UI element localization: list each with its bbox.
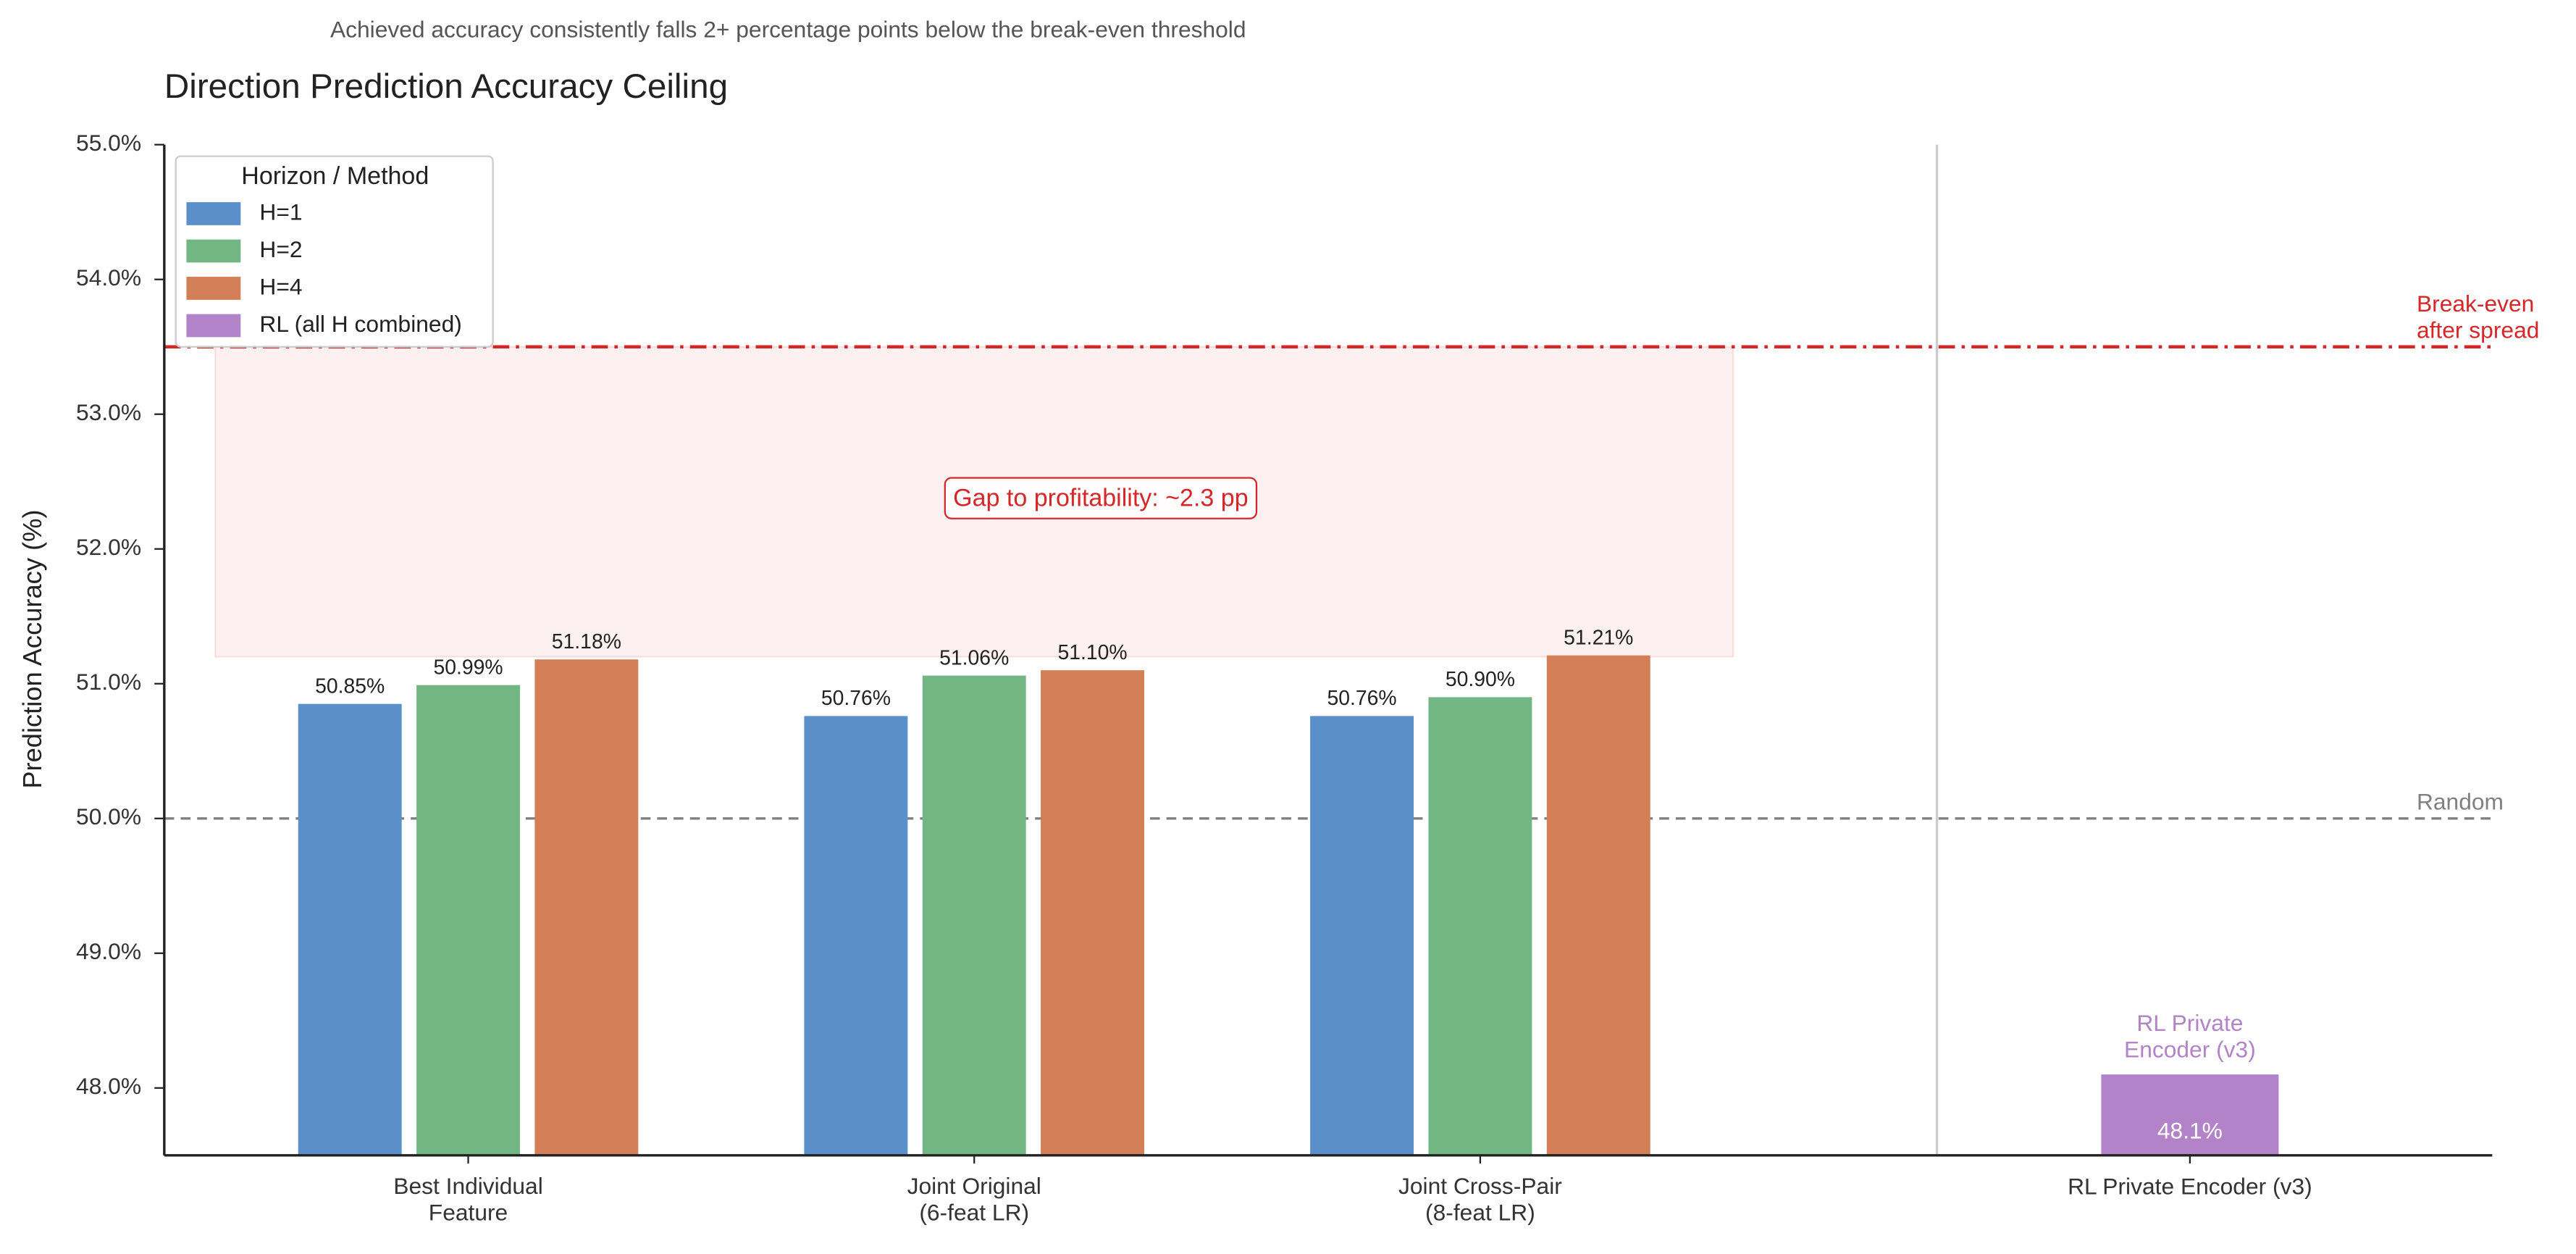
legend-swatch [186, 277, 241, 300]
legend-label: RL (all H combined) [259, 311, 461, 337]
value-label: 51.21% [1564, 626, 1633, 649]
bar [804, 716, 908, 1155]
value-label: 50.76% [821, 687, 891, 710]
value-label: 50.76% [1327, 687, 1397, 710]
gap-label-box [944, 477, 1258, 519]
bar [298, 703, 402, 1155]
bar [416, 685, 520, 1155]
chart-subtitle: Achieved accuracy consistently falls 2+ … [330, 17, 1246, 43]
x-tick-label: Best Individual Feature [393, 1174, 542, 1226]
bar [1428, 697, 1532, 1155]
y-tick-label: 50.0% [76, 803, 141, 829]
y-tick-label: 51.0% [76, 669, 141, 695]
y-tick-label: 53.0% [76, 399, 141, 425]
value-label: 50.99% [433, 656, 503, 679]
legend-label: H=4 [259, 273, 302, 299]
bar [1310, 716, 1414, 1155]
bar [2101, 1074, 2279, 1155]
y-tick-label: 52.0% [76, 534, 141, 560]
bar [1546, 655, 1650, 1155]
legend: Horizon / Method H=1 H=2 H=4 RL (all H combi… [175, 155, 494, 348]
bar [922, 675, 1026, 1155]
gap-label: Gap to profitability: ~2.3 pp [953, 485, 1249, 512]
y-tick-label: 48.0% [76, 1073, 141, 1099]
chart-title: Direction Prediction Accuracy Ceiling [164, 67, 728, 106]
legend-label: H=2 [259, 236, 302, 262]
legend-swatch [186, 239, 241, 263]
value-label: 51.10% [1057, 641, 1127, 664]
bar-annotation: RL Private Encoder (v3) [2124, 1010, 2256, 1063]
reference-label: Break-even after spread [2417, 290, 2539, 343]
bar [1041, 670, 1145, 1155]
x-tick-label: RL Private Encoder (v3) [2068, 1174, 2312, 1200]
y-axis-label: Prediction Accuracy (%) [17, 510, 47, 789]
legend-title: Horizon / Method [241, 162, 429, 190]
legend-swatch [186, 202, 241, 225]
value-label: 51.18% [552, 630, 621, 653]
legend-box [175, 155, 494, 348]
value-label: 48.1% [2157, 1117, 2223, 1143]
legend-swatch [186, 314, 241, 338]
y-tick-label: 55.0% [76, 130, 141, 156]
value-label: 50.85% [315, 674, 385, 698]
reference-label: Random [2417, 789, 2504, 815]
y-tick-label: 54.0% [76, 264, 141, 290]
value-label: 51.06% [939, 646, 1009, 669]
value-label: 50.90% [1446, 668, 1515, 691]
x-tick-label: Joint Cross-Pair (8-feat LR) [1398, 1174, 1562, 1226]
x-tick-label: Joint Original (6-feat LR) [907, 1174, 1041, 1226]
bar [534, 659, 639, 1155]
legend-label: H=1 [259, 198, 302, 225]
y-tick-label: 49.0% [76, 938, 141, 964]
